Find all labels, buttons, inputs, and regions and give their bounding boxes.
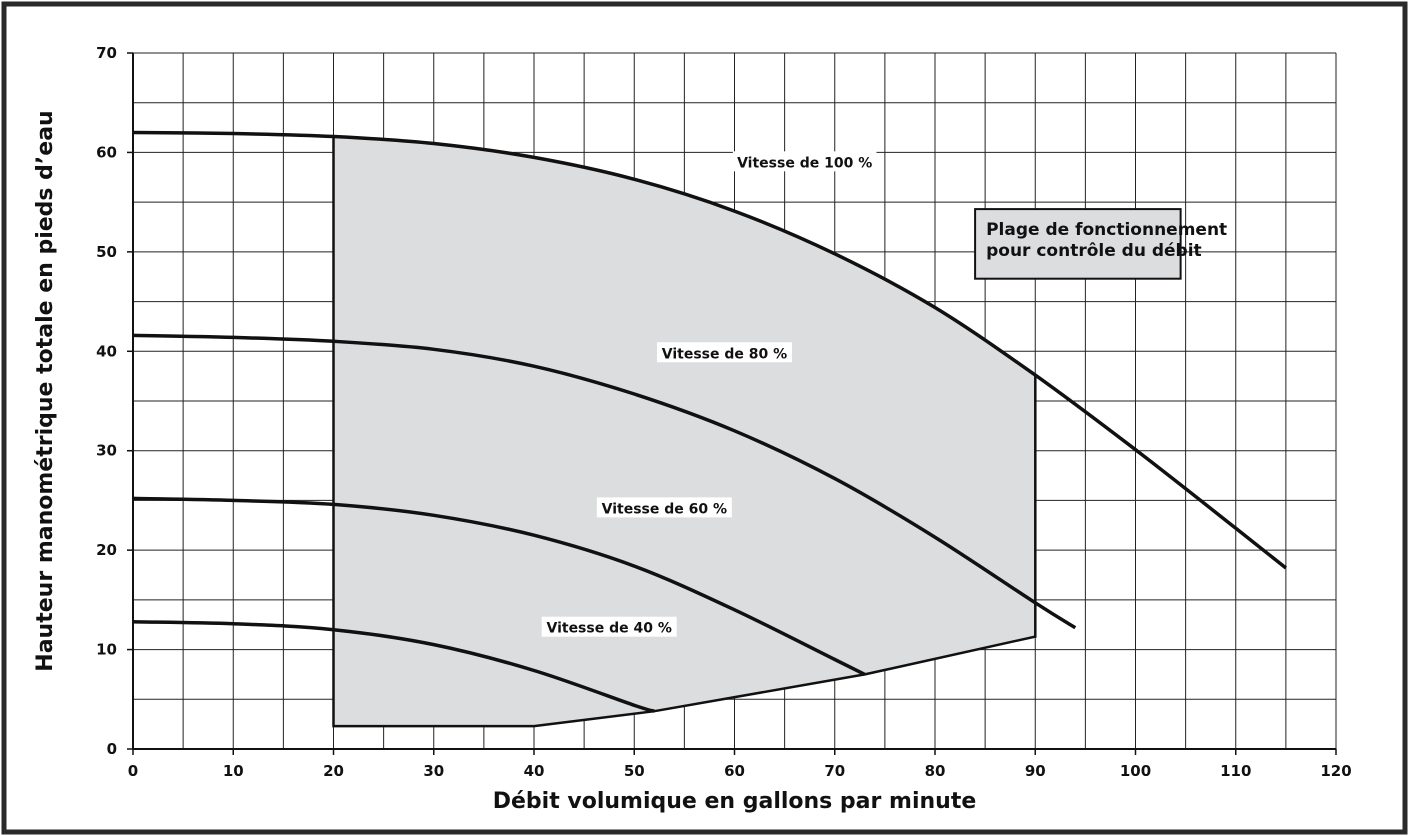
legend-text-line: Plage de fonctionnement xyxy=(986,220,1227,240)
curve-label-background xyxy=(596,497,732,518)
x-tick-label: 100 xyxy=(1120,762,1151,780)
x-tick-label: 90 xyxy=(1025,762,1046,780)
x-tick-label: 0 xyxy=(128,762,138,780)
y-tick-label: 30 xyxy=(96,442,117,460)
x-tick-label: 50 xyxy=(624,762,645,780)
y-tick-label: 50 xyxy=(96,243,117,261)
y-axis-title: Hauteur manométrique totale en pieds d’e… xyxy=(33,110,58,671)
x-tick-label: 40 xyxy=(524,762,545,780)
curve-label: Vitesse de 80 % xyxy=(662,346,787,362)
x-tick-label: 110 xyxy=(1220,762,1251,780)
operating-range-fill xyxy=(333,136,1036,727)
x-tick-label: 120 xyxy=(1320,762,1351,780)
y-tick-label: 0 xyxy=(107,740,117,758)
curve-label-background xyxy=(656,342,792,363)
y-tick-label: 20 xyxy=(96,541,117,559)
curve-label: Vitesse de 60 % xyxy=(602,501,727,517)
y-tick-label: 70 xyxy=(96,44,117,62)
speed-curve-1 xyxy=(132,130,1287,570)
y-tick-label: 10 xyxy=(96,641,117,659)
speed-curve-2 xyxy=(132,333,1077,630)
x-axis-title: Débit volumique en gallons par minute xyxy=(493,789,977,814)
x-tick-label: 30 xyxy=(423,762,444,780)
x-tick-label: 60 xyxy=(724,762,745,780)
x-tick-label: 70 xyxy=(824,762,845,780)
y-tick-label: 40 xyxy=(96,342,117,360)
speed-curves xyxy=(132,130,1287,713)
curve-labels: Vitesse de 100 % Vitesse de 80 % Vitesse d… xyxy=(541,151,877,637)
curve-label: Vitesse de 40 % xyxy=(546,621,671,637)
speed-curve-4 xyxy=(132,619,655,713)
curve-label: Vitesse de 100 % xyxy=(737,155,872,171)
legend-box xyxy=(974,208,1182,280)
speed-curve-3 xyxy=(132,496,866,676)
x-tick-label: 10 xyxy=(223,762,244,780)
curve-label-background xyxy=(732,151,877,172)
x-tick-label: 80 xyxy=(925,762,946,780)
legend-text-line: pour contrôle du débit xyxy=(986,241,1202,261)
axes: 0 10 20 30 40 50 60 70 80 90 100 110 120 0 10 20 30 40 50 6… xyxy=(96,44,1352,780)
curve-label-background xyxy=(541,616,677,637)
x-tick-label: 20 xyxy=(323,762,344,780)
y-tick-label: 60 xyxy=(96,143,117,161)
